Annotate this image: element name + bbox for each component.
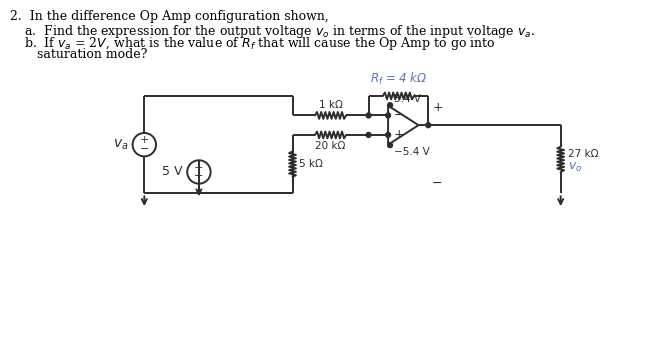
Text: $v_o$: $v_o$ — [569, 160, 583, 174]
Text: b.  If $v_a$ = 2$V$, what is the value of $R_f$ that will cause the Op Amp to go: b. If $v_a$ = 2$V$, what is the value of… — [25, 36, 496, 52]
Text: 5 V: 5 V — [162, 166, 182, 179]
Text: $R_f$ = 4 kΩ: $R_f$ = 4 kΩ — [370, 71, 427, 87]
Circle shape — [386, 113, 390, 118]
Text: 2.  In the difference Op Amp configuration shown,: 2. In the difference Op Amp configuratio… — [10, 10, 329, 23]
Text: +: + — [394, 129, 404, 142]
Text: −: − — [394, 109, 404, 122]
Circle shape — [388, 143, 392, 148]
Text: $v_a$: $v_a$ — [113, 137, 129, 152]
Text: 27 kΩ: 27 kΩ — [569, 149, 599, 159]
Circle shape — [386, 132, 390, 137]
Text: −: − — [432, 177, 443, 190]
Text: 20 kΩ: 20 kΩ — [315, 141, 346, 151]
Text: a.  Find the expression for the output voltage $v_o$ in terms of the input volta: a. Find the expression for the output vo… — [25, 23, 535, 40]
Circle shape — [426, 123, 431, 128]
Text: saturation mode?: saturation mode? — [37, 48, 148, 61]
Text: 5.4 V: 5.4 V — [394, 94, 421, 104]
Text: −: − — [140, 144, 149, 154]
Circle shape — [366, 113, 371, 118]
Circle shape — [388, 103, 392, 108]
Text: 1 kΩ: 1 kΩ — [319, 100, 342, 109]
Text: 5 kΩ: 5 kΩ — [299, 159, 323, 169]
Text: +: + — [194, 162, 203, 173]
Text: −: − — [194, 171, 203, 181]
Text: +: + — [432, 101, 443, 114]
Text: +: + — [140, 135, 149, 145]
Text: −5.4 V: −5.4 V — [394, 147, 430, 157]
Circle shape — [366, 132, 371, 137]
